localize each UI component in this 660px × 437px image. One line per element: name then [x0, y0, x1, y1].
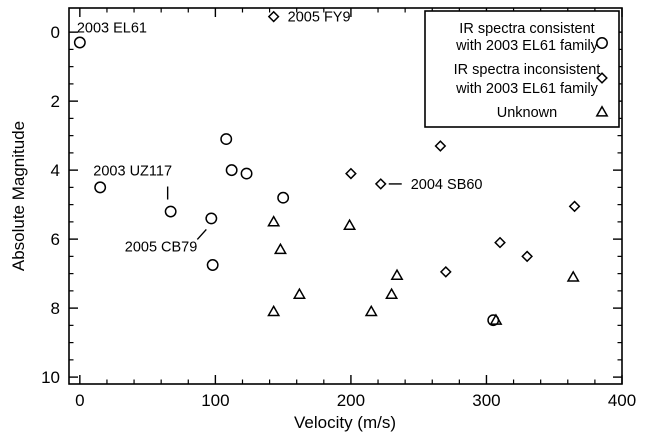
circle-point	[205, 212, 218, 225]
data-points	[73, 10, 581, 327]
circle-point	[225, 164, 238, 177]
legend-label: IR spectra inconsistent	[454, 62, 601, 78]
axis-tick-labels: 0 100 200 300 400 0 2 4 6 8 10	[41, 23, 636, 410]
y-tick-label: 10	[41, 368, 60, 387]
annotation-label: 2003 EL61	[77, 20, 147, 36]
triangle-point	[273, 242, 287, 255]
x-tick-label: 0	[75, 391, 84, 410]
diamond-point	[568, 200, 581, 213]
legend-diamond-marker	[596, 72, 608, 84]
triangle-point	[489, 313, 503, 325]
diamond-point	[439, 266, 452, 278]
annotation-label: 2005 FY9	[288, 10, 351, 26]
legend-triangle-marker	[595, 105, 609, 117]
circle-point	[94, 181, 107, 194]
x-axis-label: Velocity (m/s)	[294, 413, 396, 432]
triangle-point	[390, 268, 404, 280]
triangle-point	[364, 304, 378, 317]
annotation-label: 2004 SB60	[411, 177, 483, 193]
y-axis-label: Absolute Magnitude	[9, 121, 28, 271]
y-tick-label: 6	[51, 230, 60, 249]
circle-point	[164, 205, 177, 218]
circle-point	[206, 259, 219, 271]
y-tick-label: 0	[51, 23, 60, 42]
y-tick-label: 8	[51, 299, 60, 318]
annotations: 2003 EL61 2005 FY9 2003 UZ117 2005 CB79 2004…	[77, 10, 483, 256]
triangle-point	[267, 304, 281, 317]
circle-point	[240, 167, 253, 180]
y-tick-label: 2	[51, 92, 60, 111]
triangle-point	[292, 287, 306, 299]
x-tick-label: 400	[608, 391, 636, 410]
legend-label: IR spectra consistent	[459, 21, 594, 37]
diamond-point	[434, 140, 447, 152]
diamond-point	[521, 250, 533, 263]
legend-label: with 2003 EL61 family	[455, 81, 599, 97]
annotation-label: 2005 CB79	[125, 239, 198, 255]
legend-box	[424, 10, 620, 128]
diamond-point	[267, 10, 280, 23]
circle-point	[220, 133, 233, 146]
annotation-leader-line	[196, 228, 207, 240]
x-tick-label: 100	[201, 391, 229, 410]
legend-circle-marker	[596, 37, 608, 49]
triangle-point	[385, 287, 399, 299]
diamond-point	[494, 236, 506, 249]
x-tick-label: 300	[472, 391, 500, 410]
x-tick-label: 200	[337, 391, 365, 410]
triangle-point	[267, 215, 281, 227]
legend-label: Unknown	[497, 105, 557, 121]
circle-point	[73, 36, 86, 49]
legend-label: with 2003 EL61 family	[455, 38, 599, 54]
diamond-point	[345, 167, 357, 180]
diamond-point	[374, 178, 387, 190]
triangle-point	[566, 270, 580, 282]
plot-frame	[68, 7, 623, 385]
annotation-label: 2003 UZ117	[93, 164, 172, 180]
triangle-point	[343, 218, 357, 230]
y-tick-label: 4	[51, 161, 60, 180]
circle-point	[277, 191, 290, 204]
